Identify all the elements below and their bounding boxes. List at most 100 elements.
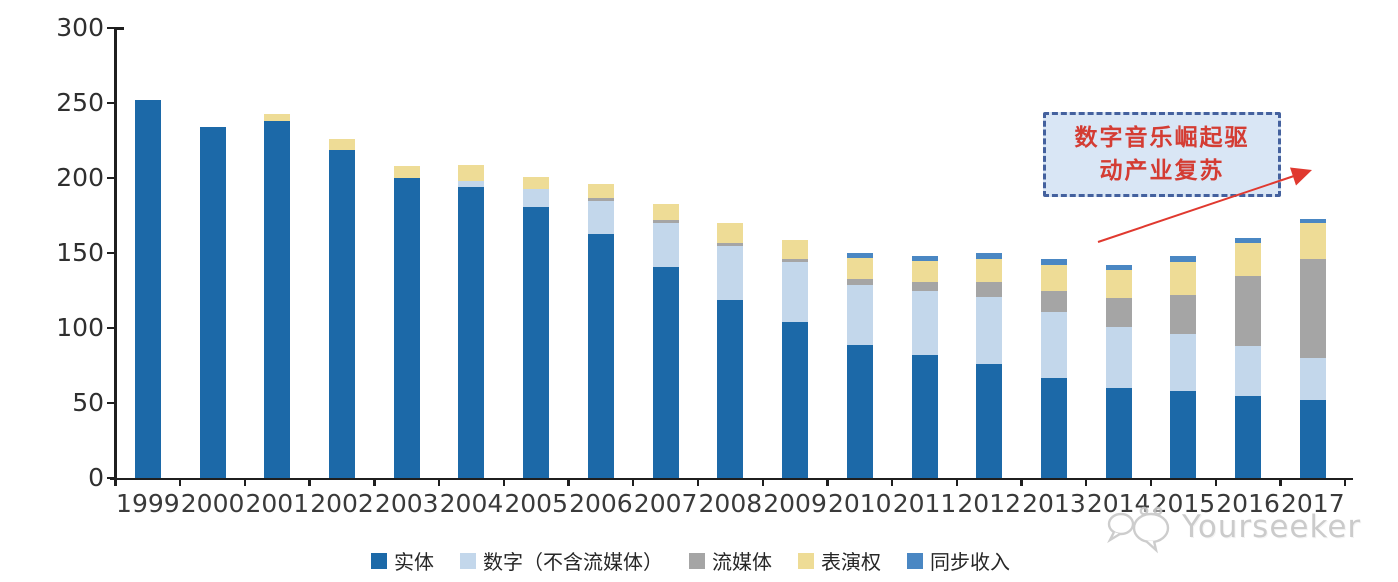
- x-tick: [567, 478, 570, 486]
- x-tick: [373, 478, 376, 486]
- bar-segment-2005: [523, 188, 550, 207]
- legend-item: 实体: [371, 546, 434, 575]
- bar-segment-2013: [1040, 377, 1067, 478]
- bar-segment-2014: [1105, 269, 1132, 298]
- bar-segment-2000: [199, 127, 226, 478]
- x-tick: [955, 478, 959, 486]
- bar-segment-2015: [1170, 295, 1197, 334]
- bar-segment-2013: [1040, 311, 1067, 378]
- y-axis-top-tick: [114, 27, 124, 30]
- bar-segment-2008: [717, 223, 744, 243]
- y-tick-label: 300: [56, 12, 104, 42]
- bar-segment-2006: [587, 233, 614, 478]
- bar-segment-2016: [1235, 238, 1262, 243]
- x-category-label: 2011: [892, 489, 957, 518]
- bar-segment-2006: [587, 197, 614, 201]
- y-tick: [107, 26, 116, 30]
- bar-segment-2008: [717, 245, 744, 300]
- bar-segment-2016: [1235, 346, 1262, 396]
- y-tick-label: 150: [56, 237, 104, 267]
- bar-segment-2015: [1170, 334, 1197, 391]
- legend-item: 表演权: [798, 546, 881, 575]
- x-category-label: 2015: [1151, 489, 1216, 518]
- x-tick: [179, 478, 182, 486]
- bar-segment-2013: [1040, 265, 1067, 291]
- bar-segment-2014: [1105, 326, 1132, 388]
- bar-segment-2010: [846, 253, 873, 258]
- bar-segment-2016: [1235, 395, 1262, 478]
- chat-bubbles-logo-icon: [1107, 506, 1170, 554]
- bar-segment-2010: [846, 284, 873, 345]
- bar-segment-2014: [1105, 388, 1132, 478]
- x-tick: [632, 478, 635, 486]
- bar-segment-2012: [976, 253, 1003, 259]
- x-category-label: 2006: [569, 489, 633, 518]
- annotation-line-2: 动产业复苏: [1099, 157, 1225, 184]
- bar-segment-2012: [976, 281, 1003, 297]
- watermark-text: Yourseeker: [1182, 509, 1362, 545]
- x-tick: [114, 478, 117, 486]
- bar-segment-1999: [134, 100, 161, 478]
- bar-segment-2002: [329, 139, 356, 150]
- bar-segment-2012: [976, 296, 1003, 364]
- y-tick: [107, 401, 116, 405]
- y-tick-label: 100: [56, 312, 104, 342]
- bar-segment-2002: [329, 149, 356, 478]
- x-tick: [243, 478, 247, 486]
- bar-segment-2007: [652, 203, 679, 220]
- legend-label: 数字（不含流媒体）: [483, 550, 663, 574]
- x-tick: [1020, 478, 1023, 486]
- x-axis: [110, 477, 1353, 480]
- x-tick: [1279, 478, 1282, 486]
- bar-segment-2008: [717, 242, 744, 246]
- bar-segment-2011: [911, 281, 938, 291]
- bar-segment-2010: [846, 344, 873, 478]
- bar-segment-2012: [976, 364, 1003, 478]
- bar-segment-2011: [911, 260, 938, 282]
- legend-label: 同步收入: [930, 550, 1010, 574]
- y-tick: [107, 101, 116, 105]
- x-category-label: 2012: [957, 489, 1022, 518]
- legend-item: 同步收入: [907, 546, 1010, 575]
- watermark: Yourseeker: [1104, 500, 1361, 554]
- x-tick: [890, 478, 894, 486]
- x-category-label: 2001: [245, 489, 310, 518]
- x-tick: [1149, 478, 1153, 486]
- x-category-label: 2016: [1216, 489, 1280, 518]
- x-tick: [1085, 478, 1088, 486]
- bar-segment-2011: [911, 256, 938, 261]
- bar-segment-2010: [846, 257, 873, 279]
- bar-segment-2009: [782, 239, 809, 259]
- legend-label: 表演权: [821, 550, 881, 574]
- bar-segment-2007: [652, 266, 679, 478]
- bar-segment-2015: [1170, 391, 1197, 478]
- y-tick-label: 50: [72, 387, 104, 417]
- bar-segment-2001: [264, 121, 291, 478]
- x-category-label: 2005: [504, 489, 568, 518]
- bar-segment-2017: [1299, 223, 1326, 259]
- bar-segment-2009: [782, 262, 809, 322]
- bar-segment-2011: [911, 355, 938, 478]
- legend-swatch: [460, 552, 476, 569]
- legend-label: 流媒体: [712, 550, 772, 574]
- x-category-label: 2000: [180, 489, 245, 518]
- x-category-label: 2010: [827, 489, 892, 518]
- bar-segment-2014: [1105, 298, 1132, 327]
- x-category-label: 2002: [310, 489, 374, 518]
- legend-swatch: [798, 552, 814, 569]
- bar-segment-2007: [652, 220, 679, 223]
- bar-segment-2004: [458, 181, 485, 187]
- legend-label: 实体: [394, 550, 434, 574]
- bar-segment-2005: [523, 206, 550, 478]
- bar-segment-2013: [1040, 259, 1067, 265]
- x-tick: [502, 478, 505, 486]
- x-category-label: 2007: [633, 489, 698, 518]
- y-tick-label: 250: [56, 87, 104, 117]
- x-tick: [826, 478, 829, 486]
- bar-segment-2007: [652, 223, 679, 267]
- bar-segment-2010: [846, 278, 873, 285]
- bar-segment-2017: [1299, 400, 1326, 478]
- bar-segment-2014: [1105, 265, 1132, 270]
- x-category-label: 2004: [439, 489, 504, 518]
- legend-item: 流媒体: [689, 546, 772, 575]
